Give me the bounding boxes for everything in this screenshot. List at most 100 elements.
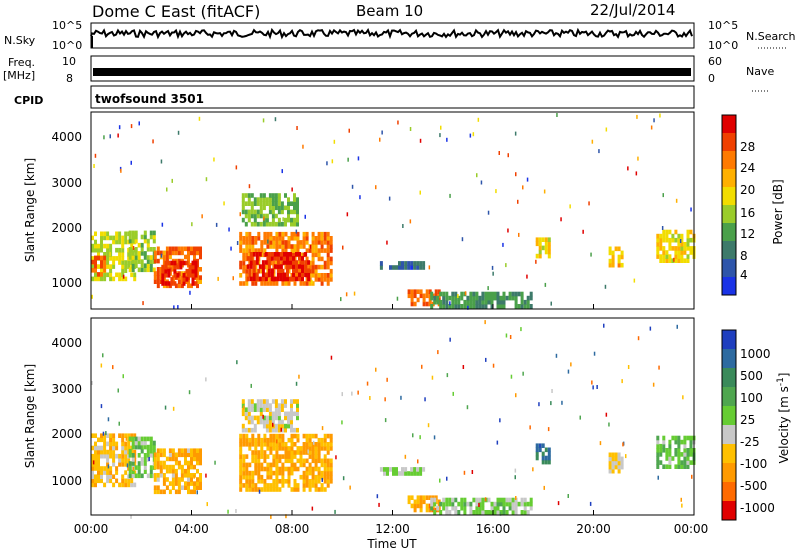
power-cell (130, 272, 134, 278)
velocity-cell (241, 423, 245, 429)
velocity-cell (680, 460, 684, 465)
power-cell (146, 259, 150, 264)
nave-tick-top: 60 (708, 55, 722, 68)
power-cell (128, 267, 132, 273)
velocity-cell (247, 427, 251, 433)
power-cell (121, 256, 125, 261)
velocity-cell (187, 464, 190, 470)
velocity-cell (674, 448, 678, 453)
power-cell (329, 273, 333, 278)
velocity-cell (677, 439, 681, 445)
power-cell (261, 260, 265, 265)
velocity-cell (659, 443, 663, 449)
velocity-cell (460, 497, 464, 503)
power-scatter (130, 124, 133, 129)
velocity-cell (269, 446, 273, 451)
power-scatter (326, 161, 328, 166)
velocity-cell (184, 473, 187, 478)
power-scatter (590, 252, 592, 257)
power-cell (442, 295, 446, 301)
velocity-cell (290, 403, 293, 408)
power-cell (496, 295, 500, 301)
power-cell (484, 304, 488, 309)
velocity-cell (266, 487, 270, 492)
velocity-scatter (514, 475, 516, 480)
velocity-cell (239, 466, 243, 472)
velocity-cell (293, 462, 297, 468)
velocity-cell (266, 437, 270, 443)
velocity-cell (302, 487, 306, 492)
power-cell (248, 236, 252, 241)
power-cell (665, 229, 669, 235)
power-cell (100, 263, 103, 269)
velocity-scatter (117, 388, 119, 393)
velocity-cell (124, 470, 128, 475)
power-cell (251, 244, 255, 249)
power-cell (281, 231, 285, 237)
velocity-cell (386, 467, 389, 472)
velocity-cell (407, 499, 411, 505)
power-scatter (517, 199, 519, 204)
velocity-cell (425, 503, 429, 509)
power-cell (323, 277, 327, 282)
velocity-scatter (484, 320, 486, 325)
power-scatter (331, 159, 334, 164)
power-cell (505, 295, 509, 301)
power-cell (273, 256, 277, 261)
power-cell (152, 238, 156, 244)
power-cell (263, 236, 267, 241)
velocity-cell (314, 442, 318, 447)
power-cell (410, 293, 414, 299)
power-cell (490, 299, 494, 305)
xtick-1600: 16:00 (476, 522, 511, 536)
freq-label: Freq. (8, 56, 35, 69)
velocity-cell (317, 442, 321, 447)
power-cell (250, 221, 254, 227)
velocity-cell (156, 485, 160, 490)
power-cell (296, 221, 299, 227)
velocity-scatter (478, 503, 480, 507)
velocity-cell (280, 399, 284, 404)
power-cell (156, 250, 160, 256)
velocity-cell (395, 471, 398, 476)
velocity-cell (541, 455, 545, 461)
velocity-cell (326, 442, 330, 447)
power-cell (472, 295, 476, 301)
power-cell (242, 240, 246, 245)
velocity-cell (109, 433, 113, 438)
velocity-cell (677, 464, 681, 469)
velocity-scatter (496, 440, 499, 445)
velocity-cell (329, 437, 333, 443)
x-axis-label: Time UT (366, 537, 417, 551)
velocity-scatter (188, 390, 191, 395)
power-cell (131, 259, 135, 264)
velocity-scatter (682, 395, 684, 400)
velocity-cell (523, 510, 527, 515)
power-cell (445, 295, 449, 301)
power-cell (270, 272, 274, 278)
velocity-cell (508, 505, 512, 511)
velocity-cell (242, 458, 246, 464)
velocity-cell (100, 474, 103, 479)
power-cell (277, 197, 281, 202)
velocity-cell (137, 436, 141, 442)
velocity-cell (484, 510, 488, 515)
power-cell (326, 281, 330, 286)
velocity-cell (190, 452, 193, 458)
power-cell (320, 231, 324, 237)
power-cell (317, 231, 321, 237)
power-cell (268, 209, 272, 215)
velocity-cell (103, 482, 107, 488)
velocity-cell (152, 440, 156, 446)
power-cell (121, 272, 125, 278)
power-cbar-tick-20: 20 (740, 183, 755, 197)
velocity-cell (514, 501, 518, 507)
velocity-cell (287, 415, 290, 421)
power-cell (137, 259, 141, 264)
power-cell (611, 262, 615, 268)
velocity-cell (94, 449, 97, 455)
power-cell (180, 275, 184, 280)
vel-cbar-swatch (722, 463, 736, 483)
velocity-cell (146, 453, 150, 458)
velocity-cell (254, 483, 258, 488)
